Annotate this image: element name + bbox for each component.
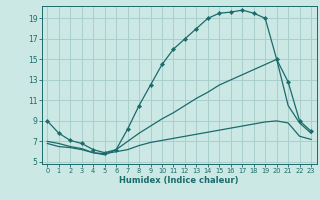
X-axis label: Humidex (Indice chaleur): Humidex (Indice chaleur) [119, 176, 239, 185]
